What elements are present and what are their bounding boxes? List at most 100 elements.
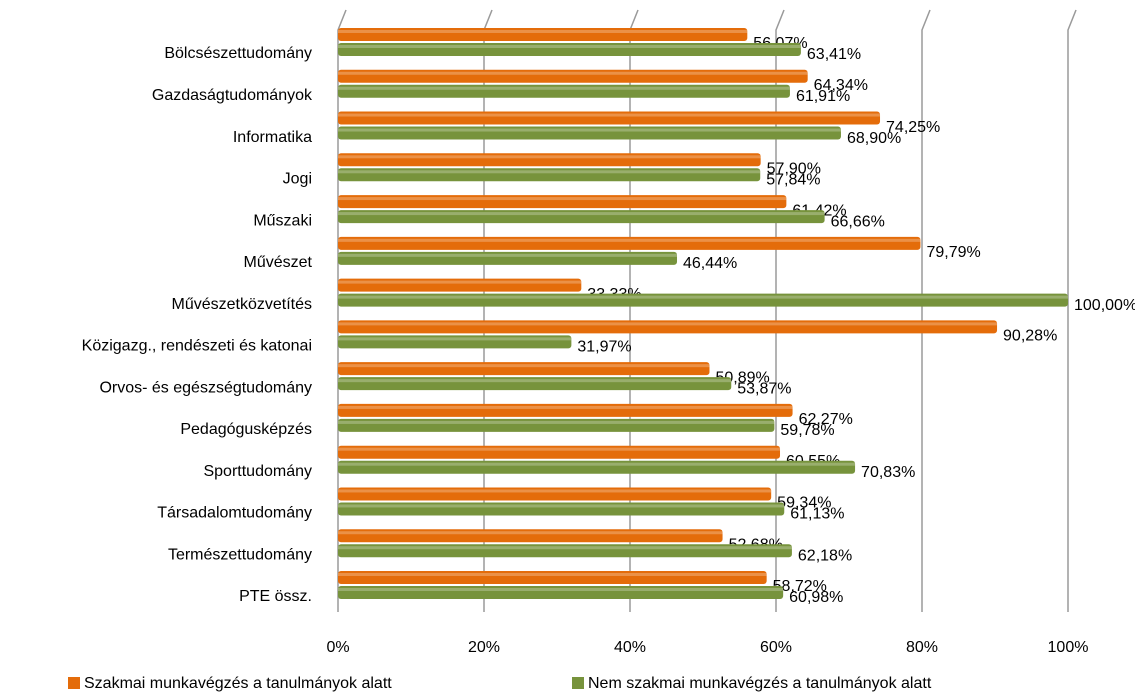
bar [338, 571, 767, 584]
bar-highlight [338, 170, 761, 174]
data-label: 61,13% [790, 506, 844, 523]
y-tick-label: Orvos- és egészségtudomány [99, 379, 312, 396]
bar-highlight [338, 212, 825, 216]
grid-line [483, 9, 493, 612]
bar-highlight [338, 86, 790, 90]
data-label: 68,90% [847, 130, 901, 147]
bar [338, 487, 772, 501]
data-label: 62,18% [798, 547, 852, 564]
bar-highlight [338, 447, 781, 451]
y-tick-label: Bölcsészettudomány [164, 45, 312, 62]
bar-highlight [338, 573, 767, 576]
grid-line [1067, 9, 1077, 612]
x-tick-label: 20% [468, 639, 500, 656]
bar [338, 251, 678, 265]
bar-highlight [338, 295, 1068, 299]
data-label: 90,28% [1003, 328, 1057, 345]
bar-highlight [338, 405, 793, 409]
y-tick-label: Pedagógusképzés [180, 421, 312, 438]
bar-highlight [338, 364, 710, 368]
bar [338, 529, 723, 543]
y-tick-label: Természettudomány [168, 546, 312, 563]
bar-highlight [338, 71, 808, 75]
y-tick-label: Művészetközvetítés [172, 296, 313, 313]
x-tick-label: 100% [1048, 639, 1089, 656]
x-tick-label: 80% [906, 639, 938, 656]
bar-highlight [338, 489, 772, 493]
y-tick-label: Informatika [233, 129, 312, 146]
bar-highlight [338, 379, 732, 383]
y-tick-label: Sporttudomány [203, 463, 312, 480]
data-label: 31,97% [577, 339, 631, 356]
bar [338, 210, 825, 224]
data-label: 63,41% [807, 46, 861, 63]
bar-highlight [338, 504, 785, 508]
bar-highlight [338, 197, 787, 201]
bar [338, 377, 732, 391]
x-tick-label: 60% [760, 639, 792, 656]
bar-highlight [338, 253, 678, 257]
data-label: 59,78% [780, 422, 834, 439]
bar [338, 278, 582, 292]
bar-highlight [338, 238, 921, 242]
data-label: 64,34% [814, 77, 868, 94]
bar [338, 544, 792, 558]
grid-line [629, 9, 639, 612]
bar [338, 111, 881, 125]
legend-swatch [68, 677, 80, 689]
data-label: 74,25% [886, 119, 940, 136]
bar-highlight [338, 155, 761, 159]
grid-line [775, 9, 785, 612]
data-label: 58,72% [773, 578, 827, 595]
bar-highlight [338, 462, 856, 466]
bar [338, 320, 998, 334]
bar-highlight [338, 588, 784, 591]
bar-highlight [338, 113, 881, 117]
legend-label: Szakmai munkavégzés a tanulmányok alatt [84, 675, 392, 692]
bar [338, 69, 808, 83]
y-tick-label: PTE össz. [239, 588, 312, 605]
bar [338, 168, 761, 182]
bar-highlight [338, 322, 998, 326]
bar [338, 84, 790, 98]
data-label: 57,90% [767, 161, 821, 178]
bar [338, 195, 787, 209]
bar [338, 236, 921, 250]
bar [338, 28, 748, 41]
bar [338, 153, 761, 167]
data-label: 46,44% [683, 255, 737, 272]
grid-line [921, 9, 931, 612]
bar-highlight [338, 45, 801, 48]
bar [338, 293, 1068, 307]
data-label: 59,34% [777, 495, 831, 512]
bar [338, 43, 801, 56]
data-label: 79,79% [926, 244, 980, 261]
bar-highlight [338, 531, 723, 535]
data-label: 100,00% [1074, 297, 1135, 314]
bar [338, 126, 841, 140]
bar [338, 502, 785, 516]
bar-highlight [338, 337, 572, 341]
x-tick-label: 40% [614, 639, 646, 656]
bar [338, 362, 710, 376]
legend-label: Nem szakmai munkavégzés a tanulmányok al… [588, 675, 932, 692]
bar [338, 445, 781, 459]
y-tick-label: Társadalomtudomány [157, 505, 312, 522]
grid-line [337, 9, 347, 612]
y-tick-label: Gazdaságtudományok [152, 87, 313, 104]
bar [338, 403, 793, 417]
bar-highlight [338, 546, 792, 550]
data-label: 62,27% [799, 411, 853, 428]
y-tick-label: Jogi [283, 171, 312, 188]
x-tick-label: 0% [326, 639, 349, 656]
data-label: 57,84% [766, 172, 820, 189]
y-tick-label: Műszaki [253, 212, 312, 229]
data-label: 70,83% [861, 464, 915, 481]
bar [338, 335, 572, 349]
bar-highlight [338, 30, 748, 33]
bar-highlight [338, 128, 841, 132]
legend-swatch [572, 677, 584, 689]
bar-highlight [338, 280, 582, 284]
bar [338, 460, 856, 474]
